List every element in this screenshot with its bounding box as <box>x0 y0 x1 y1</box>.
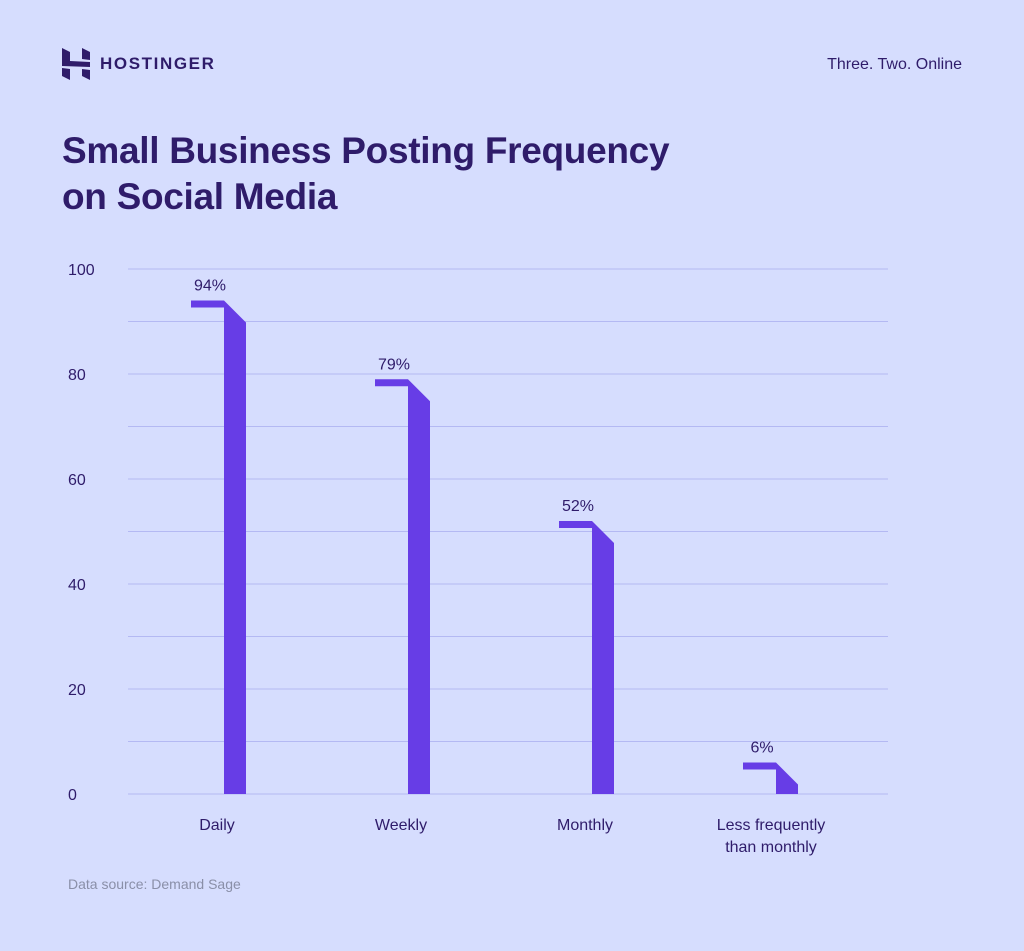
y-tick-label: 100 <box>68 262 95 279</box>
x-category-label: Weekly <box>375 817 427 834</box>
x-category-label: Daily <box>199 817 235 834</box>
data-source: Data source: Demand Sage <box>68 876 241 892</box>
data-label: 94% <box>194 278 226 295</box>
data-label: 79% <box>378 356 410 373</box>
bar-2 <box>559 521 614 794</box>
bar-3 <box>743 762 798 794</box>
tagline: Three. Two. Online <box>827 56 962 73</box>
y-tick-label: 80 <box>68 367 86 384</box>
x-category-label: than monthly <box>725 839 817 856</box>
x-category-label: Less frequently <box>717 817 826 834</box>
y-tick-label: 40 <box>68 577 86 594</box>
data-label: 6% <box>750 740 773 757</box>
chart-title: Small Business Posting Frequency on Soci… <box>62 128 670 220</box>
x-category-label: Monthly <box>557 817 613 834</box>
data-label: 52% <box>562 498 594 515</box>
y-tick-label: 60 <box>68 472 86 489</box>
y-tick-label: 20 <box>68 682 86 699</box>
title-line-2: on Social Media <box>62 176 338 217</box>
brand-name: HOSTINGER <box>100 54 216 73</box>
hostinger-logo-icon <box>62 48 90 80</box>
bar-1 <box>375 379 430 794</box>
y-tick-label: 0 <box>68 787 77 804</box>
title-line-1: Small Business Posting Frequency <box>62 130 670 171</box>
brand-logo: HOSTINGER <box>62 48 215 80</box>
bar-0 <box>191 300 246 794</box>
